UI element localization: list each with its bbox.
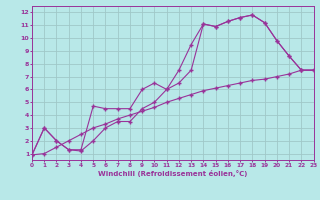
X-axis label: Windchill (Refroidissement éolien,°C): Windchill (Refroidissement éolien,°C) bbox=[98, 170, 247, 177]
